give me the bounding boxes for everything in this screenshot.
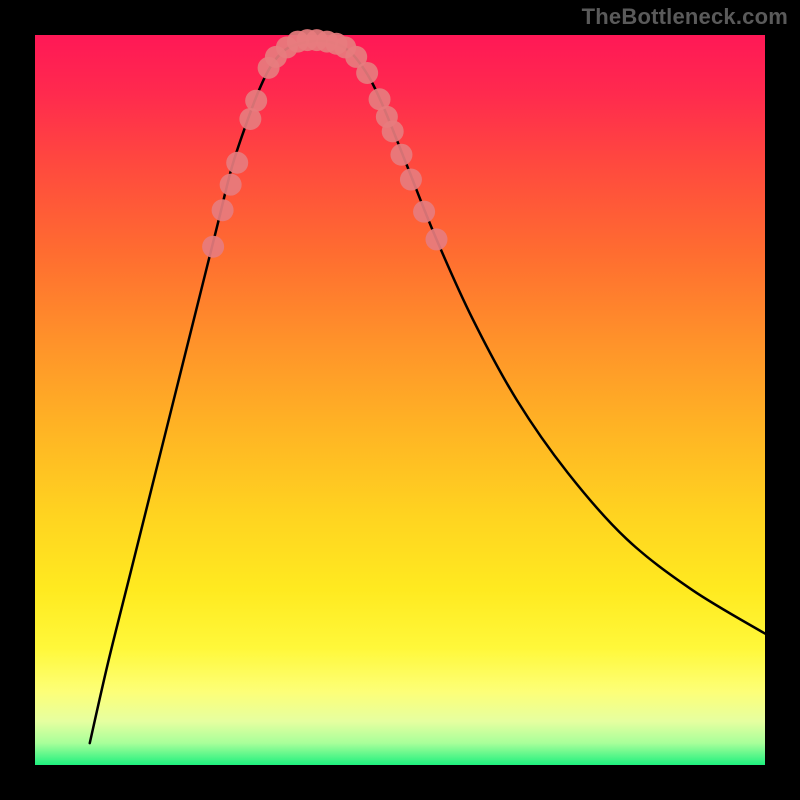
scatter-point bbox=[212, 199, 234, 221]
scatter-point bbox=[400, 169, 422, 191]
plot-area bbox=[35, 35, 765, 765]
chart-svg bbox=[35, 35, 765, 765]
scatter-point bbox=[413, 201, 435, 223]
scatter-point bbox=[220, 174, 242, 196]
scatter-point bbox=[426, 228, 448, 250]
scatter-point bbox=[356, 62, 378, 84]
scatter-point bbox=[202, 236, 224, 258]
watermark-label: TheBottleneck.com bbox=[582, 4, 788, 30]
scatter-point bbox=[382, 120, 404, 142]
scatter-point bbox=[245, 90, 267, 112]
scatter-point bbox=[226, 152, 248, 174]
bottleneck-curve bbox=[90, 41, 765, 743]
scatter-point bbox=[390, 144, 412, 166]
